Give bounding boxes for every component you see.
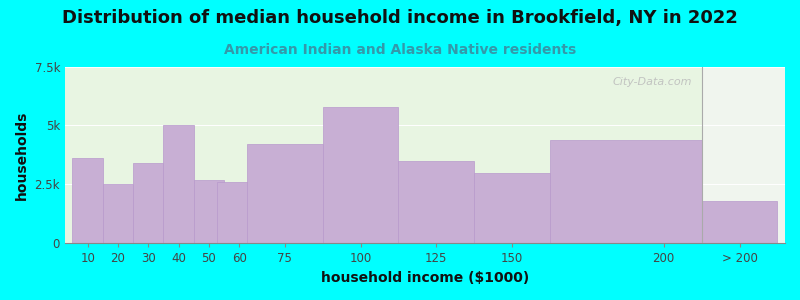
- Bar: [474, 173, 550, 243]
- Bar: [217, 182, 262, 243]
- Bar: [103, 184, 133, 243]
- Bar: [247, 144, 322, 243]
- Bar: [133, 163, 163, 243]
- Bar: [322, 106, 398, 243]
- Text: American Indian and Alaska Native residents: American Indian and Alaska Native reside…: [224, 44, 576, 58]
- X-axis label: household income ($1000): household income ($1000): [321, 271, 529, 285]
- Bar: [194, 180, 224, 243]
- Bar: [65, 67, 702, 243]
- Bar: [398, 161, 474, 243]
- Text: City-Data.com: City-Data.com: [612, 77, 692, 87]
- Bar: [163, 125, 194, 243]
- Bar: [73, 158, 103, 243]
- Bar: [702, 67, 785, 243]
- Bar: [550, 140, 702, 243]
- Y-axis label: households: households: [15, 110, 29, 200]
- Text: Distribution of median household income in Brookfield, NY in 2022: Distribution of median household income …: [62, 9, 738, 27]
- Bar: [702, 201, 778, 243]
